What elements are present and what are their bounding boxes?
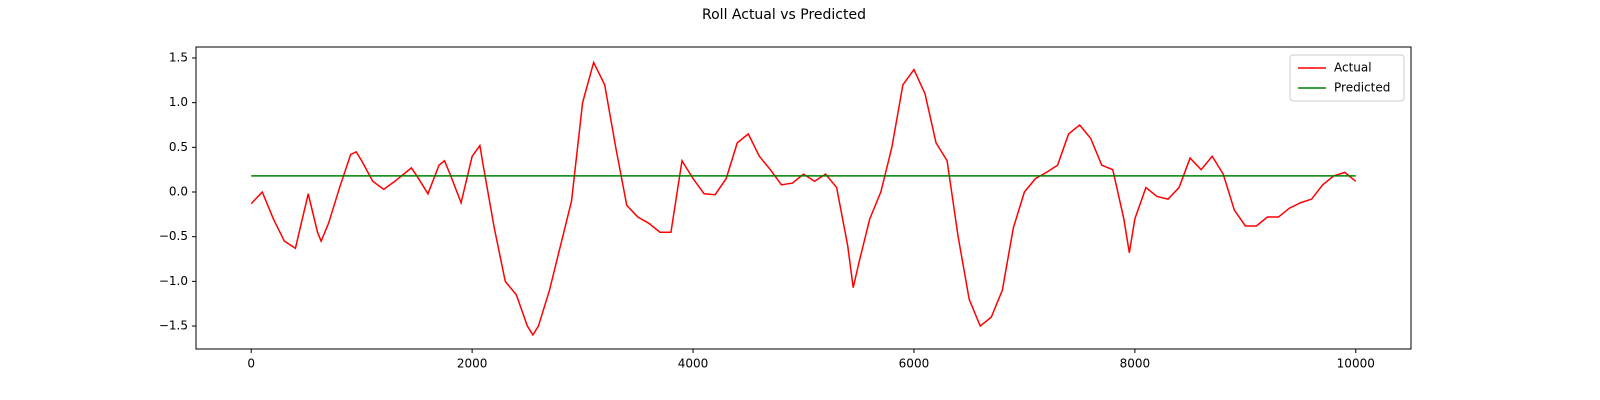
line-series: [250, 60, 1357, 337]
plot-frame: [195, 46, 1412, 350]
legend-label: Predicted: [1334, 81, 1390, 95]
x-tick-label: 0: [247, 357, 255, 371]
x-tick-label: 6000: [899, 357, 930, 371]
y-tick-label: −0.5: [159, 229, 188, 243]
legend: Actual Predicted: [1289, 54, 1405, 102]
legend-box: [1289, 54, 1405, 102]
y-tick-label: −1.5: [159, 319, 188, 333]
x-tick-label: 10000: [1337, 357, 1375, 371]
y-tick-label: 0.5: [169, 140, 188, 154]
y-tick-label: 0.0: [169, 185, 188, 199]
chart-title: Roll Actual vs Predicted: [702, 7, 866, 23]
legend-label: Actual: [1334, 61, 1372, 75]
y-tick-label: 1.0: [169, 95, 188, 109]
y-tick-label: 1.5: [169, 50, 188, 64]
x-tick-label: 4000: [678, 357, 709, 371]
y-tick-label: −1.0: [159, 274, 188, 288]
x-tick-label: 8000: [1120, 357, 1151, 371]
x-tick-label: 2000: [457, 357, 488, 371]
